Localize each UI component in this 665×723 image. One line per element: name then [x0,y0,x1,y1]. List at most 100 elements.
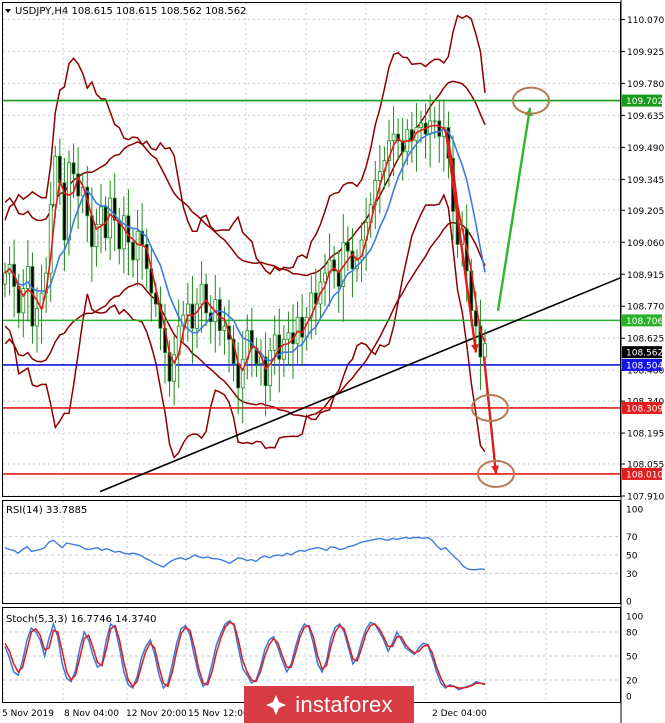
candle-body [25,266,30,289]
candle-body [195,303,199,329]
target-ellipse [477,459,515,488]
moving-averages [4,124,486,372]
stoch-tick-label: 80 [626,629,638,639]
y-tick-label: 109.060 [627,239,664,249]
price-tag [622,467,662,480]
y-tick-label: 108.055 [627,461,664,471]
annotations [444,86,550,488]
y-tick-label: 109.490 [627,144,664,154]
price-tag-label: 109.702 [626,97,663,107]
candle-body [204,283,209,314]
current-price-label: 108.562 [626,349,663,359]
upper-band-line [4,14,486,275]
y-tick-label: 108.195 [627,430,664,440]
rsi-tick-label: 100 [626,506,643,516]
price-tag-label: 108.010 [626,470,663,480]
candle-body [35,308,39,327]
rsi-tick-label: 0 [626,598,632,608]
candle-body [286,332,291,340]
x-tick-label: 12 Nov 20:00 [126,709,187,719]
candle-body [199,283,204,305]
candle-body [483,343,487,358]
lower-band-line [4,193,486,459]
y-tick-label: 109.925 [627,48,664,58]
rsi-panel: 100 70 50 30 0 [3,506,643,608]
y-tick-label: 108.480 [627,367,664,377]
candle-body [53,155,58,206]
candle-body [350,250,355,270]
candle-body [112,197,117,221]
arrow-shaft [496,107,532,311]
candle-body [391,133,396,142]
collapse-triangle-icon[interactable] [5,9,11,13]
current-price-tag [622,346,662,359]
y-tick-label: 107.910 [627,493,664,503]
y-tick-label: 109.205 [627,207,664,217]
candle-body [3,272,7,285]
stoch-tick-label: 20 [626,677,638,687]
candle-body [99,206,103,226]
candle-body [432,120,437,123]
arrow-shaft [444,131,478,353]
candle-body [387,140,391,162]
price-tag [622,358,662,371]
rsi-tick-label: 70 [626,533,638,543]
stoch-tick-label: 100 [626,613,643,623]
rsi-tick-label: 50 [626,552,638,562]
candle-body [300,316,305,338]
candle-body [473,310,478,327]
candle-body [185,303,190,316]
candle-body [240,358,245,389]
instaforex-watermark: instaforex [244,686,414,723]
candle-body [67,162,71,241]
red-ma-line [4,124,486,372]
x-tick-label: 2 Dec 04:00 [432,709,487,719]
candle-body [94,224,99,248]
candle-body [323,272,327,283]
watermark-text: instaforex [295,691,393,717]
target-ellipse [512,86,550,115]
price-tag-label: 108.309 [626,404,663,414]
candle-body [126,215,131,243]
price-tag [622,314,662,327]
candle-body [57,155,62,184]
candle-body [345,241,350,252]
rsi-line [4,536,486,571]
candle-body [181,314,186,327]
candle-body [263,356,268,387]
x-tick-label: 5 Nov 2019 [2,709,54,719]
arrow-shaft [482,356,498,475]
candle-body [377,171,382,181]
candle-body [400,140,405,153]
stoch-line [4,621,486,689]
candle-body [336,270,341,287]
price-tag-label: 108.706 [626,317,663,327]
candle-body [222,325,227,331]
time-axis-ticks: 5 Nov 2019 8 Nov 04:00 12 Nov 20:00 15 Nov … [2,709,487,719]
y-tick-label: 110.070 [627,16,664,26]
candle-body [172,354,177,382]
trendline[interactable] [99,276,622,493]
stoch-tick-label: 0 [626,693,632,703]
price-tags: 109.702 108.706 108.504 108.309 108.010 108.5… [622,94,663,480]
y-tick-label: 108.625 [627,335,664,345]
candle-body [268,349,273,387]
main-panel-frame [2,2,621,497]
x-tick-label: 15 Nov 12:00 [188,709,249,719]
arrow-head [471,344,479,353]
stoch-tick-label: 50 [626,653,638,663]
candle-body [272,334,277,351]
candle-body [71,162,76,175]
y-tick-label: 109.780 [627,80,664,90]
candle-body [131,241,135,261]
candle-body [396,133,401,142]
candle-body [332,259,337,272]
x-tick-label: 8 Nov 04:00 [64,709,119,719]
rsi-title: RSI(14) 33.7885 [6,505,87,516]
stoch-title: Stoch(5,3,3) 16.7746 14.3740 [6,614,157,625]
candle-body [428,120,433,135]
candle-body [478,325,483,358]
rsi-tick-label: 30 [626,570,638,580]
